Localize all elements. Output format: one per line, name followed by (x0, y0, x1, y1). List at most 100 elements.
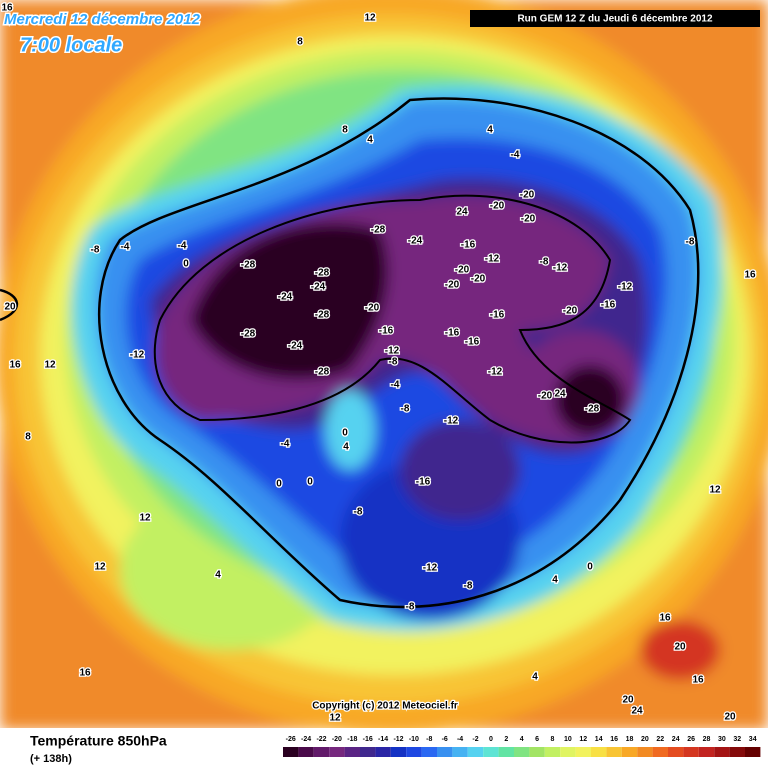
contour-label: 24 (631, 706, 643, 717)
contour-label: -12 (553, 263, 568, 274)
contour-label: 12 (364, 13, 376, 24)
contour-label: -20 (538, 391, 553, 402)
contour-label: -20 (455, 265, 470, 276)
contour-label: -28 (315, 268, 330, 279)
legend-swatch (421, 747, 437, 757)
contour-label: -8 (406, 602, 415, 613)
contour-label: -8 (464, 581, 473, 592)
legend-swatch (375, 747, 391, 757)
legend-label: 20 (641, 736, 649, 743)
contour-label: 12 (709, 485, 721, 496)
contour-label: -16 (461, 240, 476, 251)
legend-label: 12 (579, 736, 587, 743)
contour-label: 4 (552, 575, 558, 586)
legend-label: -8 (426, 736, 432, 743)
legend-label: -24 (301, 736, 311, 743)
contour-label: 0 (183, 259, 189, 270)
legend-label: 16 (610, 736, 618, 743)
legend-label: -4 (457, 736, 463, 743)
contour-label: 12 (44, 360, 56, 371)
contour-label: 20 (724, 712, 736, 723)
contour-label: 4 (215, 570, 221, 581)
cold-isotherm (153, 194, 632, 444)
legend-swatch (406, 747, 422, 757)
legend-swatch (575, 747, 591, 757)
contour-label: -20 (563, 306, 578, 317)
contour-label: 16 (692, 675, 704, 686)
contour-label: 4 (367, 135, 373, 146)
legend-swatch (606, 747, 622, 757)
contour-label: -4 (178, 241, 187, 252)
footer-title: Température 850hPa (30, 733, 167, 749)
legend-label: -14 (378, 736, 388, 743)
legend-swatch (452, 747, 468, 757)
contour-label: 12 (139, 513, 151, 524)
contour-label: -4 (391, 380, 400, 391)
legend-label: -20 (332, 736, 342, 743)
contour-label: -12 (423, 563, 438, 574)
contour-label: -12 (444, 416, 459, 427)
legend-label: 22 (656, 736, 664, 743)
contour-label: -20 (471, 274, 486, 285)
legend-swatch (621, 747, 638, 757)
contour-label: -8 (540, 257, 549, 268)
contour-label: -16 (465, 337, 480, 348)
legend-label: -16 (363, 736, 373, 743)
contour-label: -4 (281, 439, 290, 450)
legend-label: 2 (504, 736, 508, 743)
legend-swatch (283, 747, 299, 757)
legend-swatch (729, 747, 745, 757)
contour-label: -12 (488, 367, 503, 378)
contour-label: -24 (311, 282, 326, 293)
contour-label: 16 (79, 668, 91, 679)
legend-swatch (498, 747, 514, 757)
legend-swatch (329, 747, 345, 757)
legend-swatch (514, 747, 530, 757)
footer-lead: (+ 138h) (30, 753, 72, 765)
legend-swatch (683, 747, 699, 757)
contour-label: 4 (487, 125, 493, 136)
contour-label: -8 (686, 237, 695, 248)
contour-label: -16 (379, 326, 394, 337)
contour-label: 8 (25, 432, 31, 443)
copyright: Copyright (c) 2012 Meteociel.fr (312, 701, 458, 712)
contour-label: -20 (365, 303, 380, 314)
legend-label: 32 (733, 736, 741, 743)
legend-label: 30 (718, 736, 726, 743)
legend-label: 4 (520, 736, 524, 743)
contour-label: -20 (521, 214, 536, 225)
legend-label: 28 (703, 736, 711, 743)
legend-swatch (360, 747, 376, 757)
contour-label: 4 (532, 672, 538, 683)
contour-label: -28 (241, 329, 256, 340)
legend-swatch (313, 747, 330, 757)
legend-swatch (637, 747, 653, 757)
legend-swatch (652, 747, 668, 757)
legend-label: -2 (472, 736, 478, 743)
legend-swatch (529, 747, 545, 757)
temperature-field (0, 0, 768, 735)
contour-label: -20 (520, 190, 535, 201)
contour-label: -28 (585, 404, 600, 415)
legend-label: -18 (347, 736, 357, 743)
legend-label: 24 (672, 736, 680, 743)
contour-label: -12 (618, 282, 633, 293)
contour-label: -20 (490, 201, 505, 212)
contour-label: 0 (587, 562, 593, 573)
contours (0, 97, 700, 609)
legend-label: -10 (409, 736, 419, 743)
contour-label: -12 (130, 350, 145, 361)
contour-label: -16 (601, 300, 616, 311)
legend-label: 0 (489, 736, 493, 743)
contour-label: 16 (1, 3, 13, 14)
contour-label: 12 (94, 562, 106, 573)
contour-label: -16 (416, 477, 431, 488)
legend-swatch (344, 747, 360, 757)
contour-label: -28 (371, 225, 386, 236)
legend-label: -12 (393, 736, 403, 743)
run-info: Run GEM 12 Z du Jeudi 6 décembre 2012 (517, 14, 713, 25)
contour-label: 16 (659, 613, 671, 624)
contour-label: 16 (9, 360, 21, 371)
contour-label: 16 (744, 270, 756, 281)
